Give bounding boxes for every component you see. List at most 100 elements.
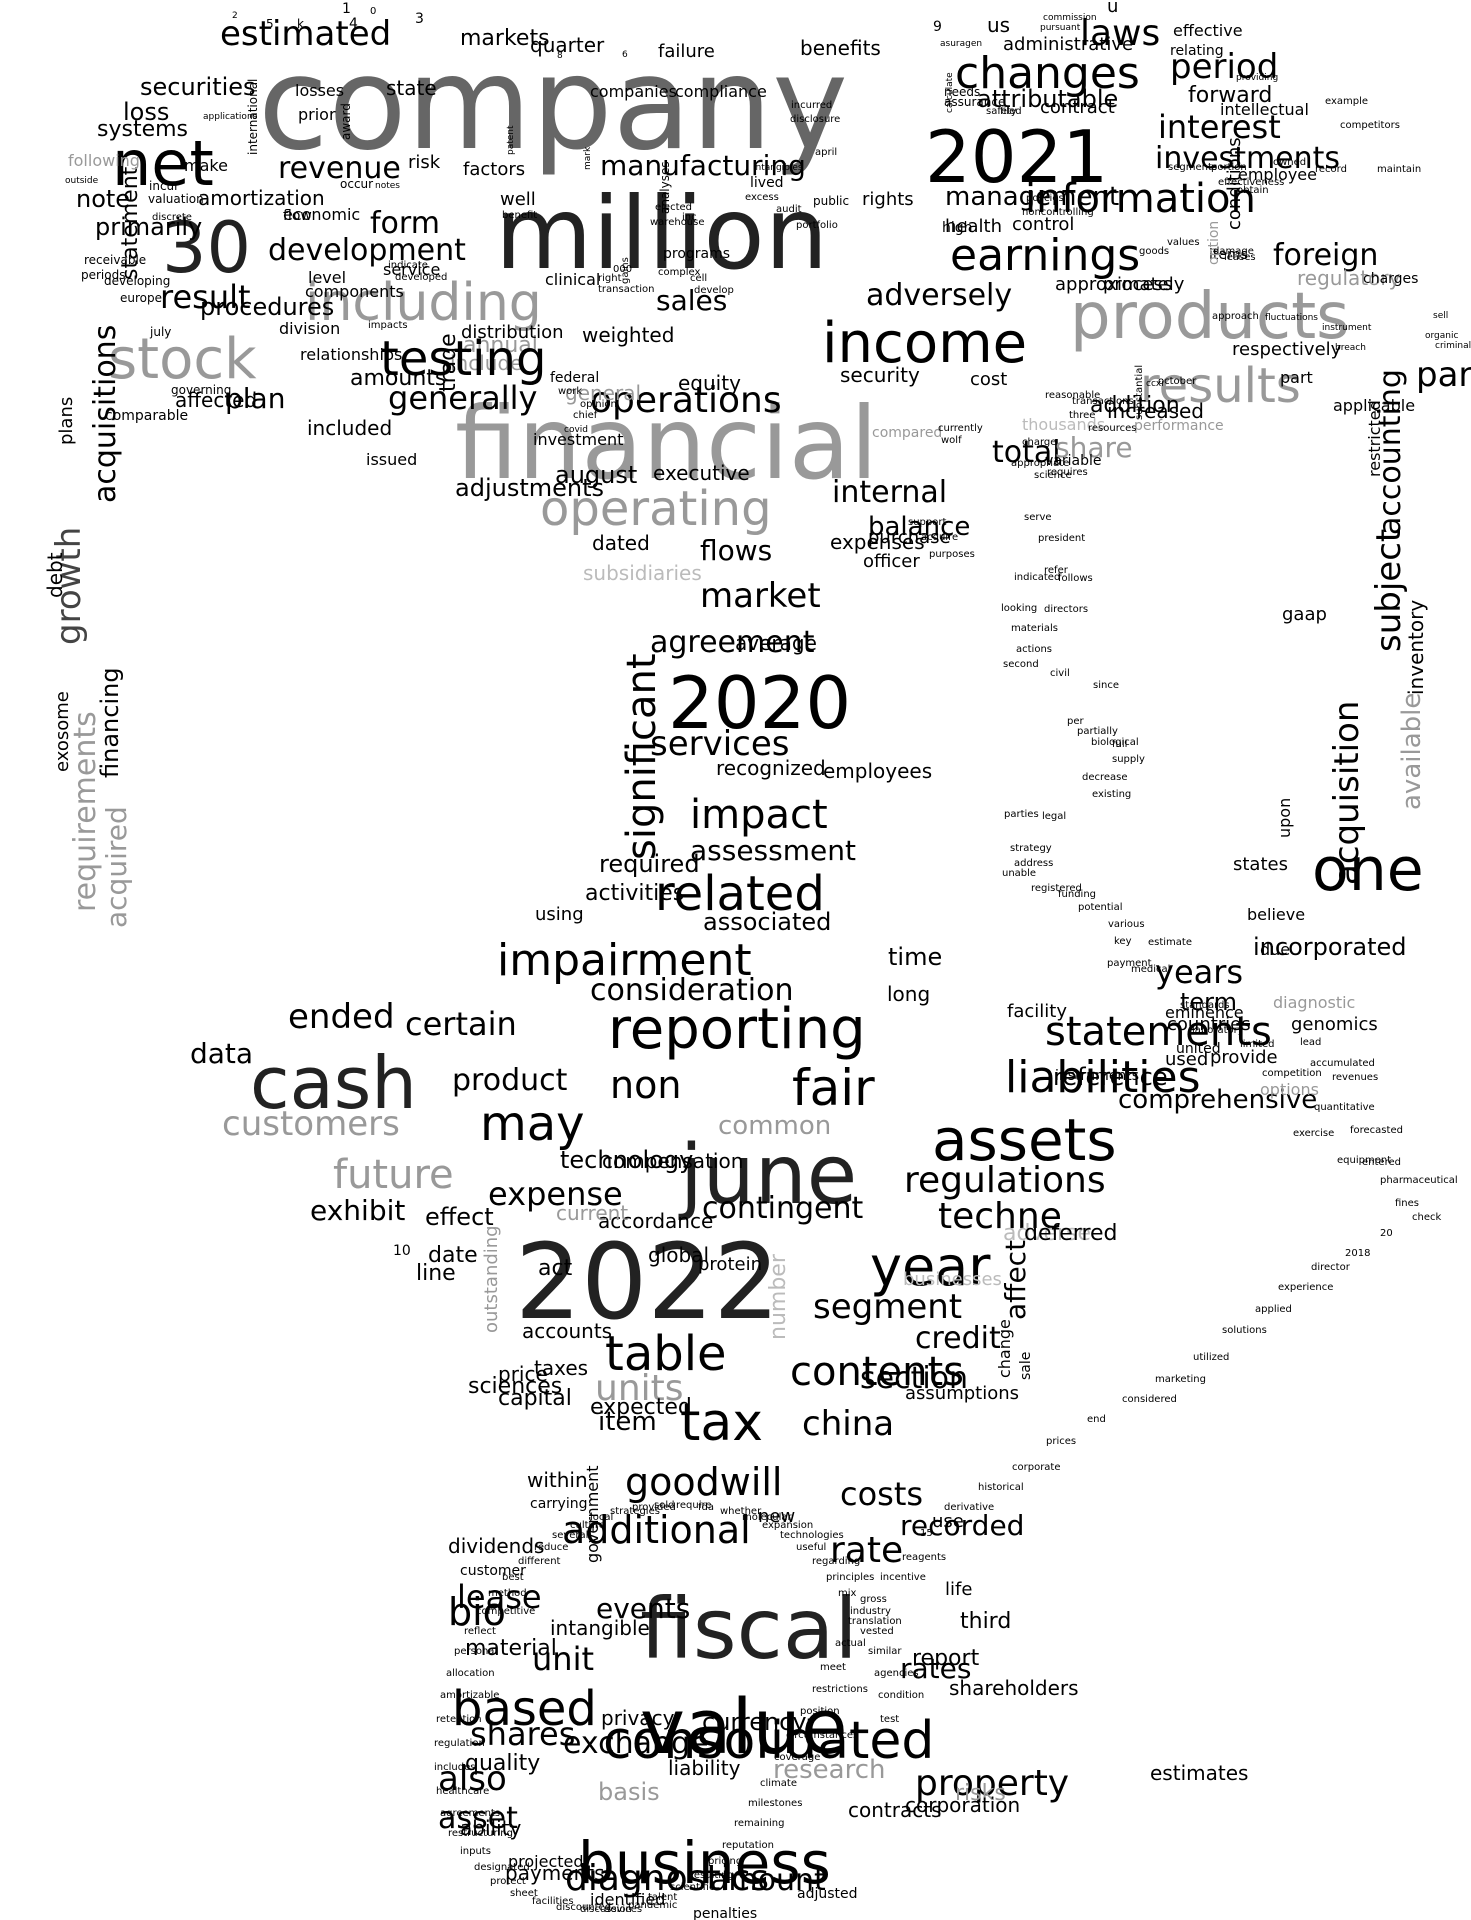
- cloud-word: requirements: [68, 711, 103, 912]
- cloud-word: developed: [395, 272, 447, 283]
- cloud-word: compared: [872, 425, 942, 441]
- cloud-word: milestones: [748, 1798, 802, 1809]
- cloud-word: portion: [1211, 162, 1247, 173]
- cloud-word: calculate: [945, 72, 955, 113]
- cloud-word: reputation: [722, 1840, 774, 1851]
- cloud-word: privacy: [601, 1706, 675, 1730]
- cloud-word: u: [1107, 0, 1118, 17]
- cloud-word: regarding: [812, 1556, 860, 1567]
- cloud-word: amortization: [198, 186, 325, 210]
- cloud-word: division: [279, 319, 340, 338]
- cloud-word: 2: [232, 11, 238, 21]
- cloud-word: prior: [298, 105, 336, 124]
- cloud-word: weighted: [582, 323, 674, 347]
- cloud-word: rate: [830, 1530, 903, 1571]
- cloud-word: fiscal: [640, 1580, 858, 1678]
- cloud-word: additional: [562, 1508, 751, 1552]
- cloud-word: asuragen: [940, 39, 982, 49]
- cloud-word: agreements: [440, 1808, 500, 1819]
- cloud-word: requires: [1047, 467, 1088, 478]
- cloud-word: analyses: [658, 161, 672, 214]
- cloud-word: similar: [868, 1646, 902, 1657]
- cloud-word: different: [518, 1556, 561, 1567]
- cloud-word: federal: [550, 370, 599, 386]
- cloud-word: gains: [620, 257, 631, 284]
- cloud-word: unit: [532, 1640, 594, 1678]
- cloud-word: adversely: [866, 278, 1012, 313]
- cloud-word: variable: [1045, 453, 1101, 469]
- cloud-word: applied: [1255, 1304, 1292, 1315]
- cloud-word: revenue: [278, 151, 401, 186]
- cloud-word: result: [160, 278, 251, 316]
- cloud-word: sale: [1018, 1352, 1034, 1380]
- cloud-word: bio: [448, 1590, 506, 1634]
- cloud-word: date: [428, 1243, 478, 1268]
- cloud-word: charges: [1363, 271, 1418, 287]
- cloud-word: term: [1180, 988, 1237, 1016]
- cloud-word: taxes: [534, 1356, 588, 1380]
- cloud-word: test: [880, 1714, 899, 1725]
- cloud-word: includes: [434, 1762, 475, 1773]
- cloud-word: receivable: [84, 253, 146, 267]
- cloud-word: amounts: [350, 366, 446, 391]
- cloud-word: china: [802, 1404, 894, 1444]
- cloud-word: lease: [457, 1578, 542, 1616]
- cloud-word: manufacturing: [600, 149, 806, 182]
- cloud-word: reference: [1053, 1063, 1168, 1091]
- cloud-word: assessment: [690, 834, 856, 867]
- cloud-word: outside: [65, 176, 99, 186]
- cloud-word: year: [870, 1235, 991, 1298]
- cloud-word: corporation: [905, 1793, 1020, 1817]
- cloud-word: fines: [1395, 1198, 1419, 1209]
- cloud-word: growth: [49, 527, 89, 645]
- cloud-word: section: [860, 1361, 968, 1396]
- cloud-word: information: [1025, 176, 1256, 222]
- cloud-word: credit: [915, 1321, 1001, 1356]
- cloud-word: note: [76, 185, 130, 213]
- cloud-word: capital: [498, 1386, 572, 1411]
- cloud-word: sales: [656, 284, 727, 317]
- cloud-word: materials: [1011, 623, 1058, 634]
- cloud-word: whether: [720, 1506, 762, 1517]
- cloud-word: diagnostic: [1273, 993, 1355, 1012]
- cloud-word: sold: [654, 1500, 674, 1511]
- cloud-word: biological: [1091, 737, 1139, 748]
- cloud-word: million: [495, 175, 828, 292]
- cloud-word: income: [822, 311, 1027, 376]
- cloud-word: obtain: [1237, 185, 1269, 196]
- cloud-word: full: [1112, 739, 1127, 750]
- cloud-word: laboratory: [1192, 1025, 1244, 1036]
- cloud-word: 2020: [668, 661, 851, 745]
- cloud-word: accumulated: [1310, 1058, 1375, 1069]
- cloud-word: pharmaceutical: [1380, 1175, 1458, 1186]
- cloud-word: form: [370, 206, 440, 241]
- cloud-word: comprehensive: [1118, 1085, 1317, 1115]
- cloud-word: property: [915, 1763, 1069, 1804]
- cloud-word: estimated: [220, 14, 391, 54]
- cloud-word: june: [678, 1128, 857, 1223]
- cloud-word: total: [992, 435, 1061, 470]
- cloud-word: recorded: [900, 1509, 1024, 1542]
- cloud-word: customer: [460, 1563, 526, 1579]
- cloud-word: techne: [938, 1196, 1062, 1237]
- cloud-word: make: [184, 156, 228, 175]
- cloud-word: health: [945, 216, 1002, 237]
- cloud-word: regulatory: [1297, 266, 1401, 290]
- cloud-word: circumstances: [786, 1730, 858, 1741]
- cloud-word: generally: [388, 379, 537, 417]
- cloud-word: quantitative: [1314, 1102, 1375, 1113]
- cloud-word: attributable: [977, 85, 1118, 113]
- cloud-word: noncontrolling: [1022, 207, 1094, 218]
- cloud-word: europe: [120, 291, 162, 305]
- cloud-word: assurance: [944, 95, 1005, 109]
- cloud-word: august: [555, 461, 637, 489]
- cloud-word: forward: [1188, 83, 1272, 108]
- cloud-word: october: [1158, 376, 1197, 387]
- cloud-word: values: [1167, 237, 1200, 248]
- cloud-word: climate: [760, 1778, 797, 1789]
- cloud-word: discussion: [580, 1904, 632, 1915]
- cloud-word: 5: [266, 17, 274, 31]
- cloud-word: effect: [425, 1203, 494, 1231]
- cloud-word: develop: [694, 285, 734, 296]
- cloud-word: average: [735, 631, 817, 655]
